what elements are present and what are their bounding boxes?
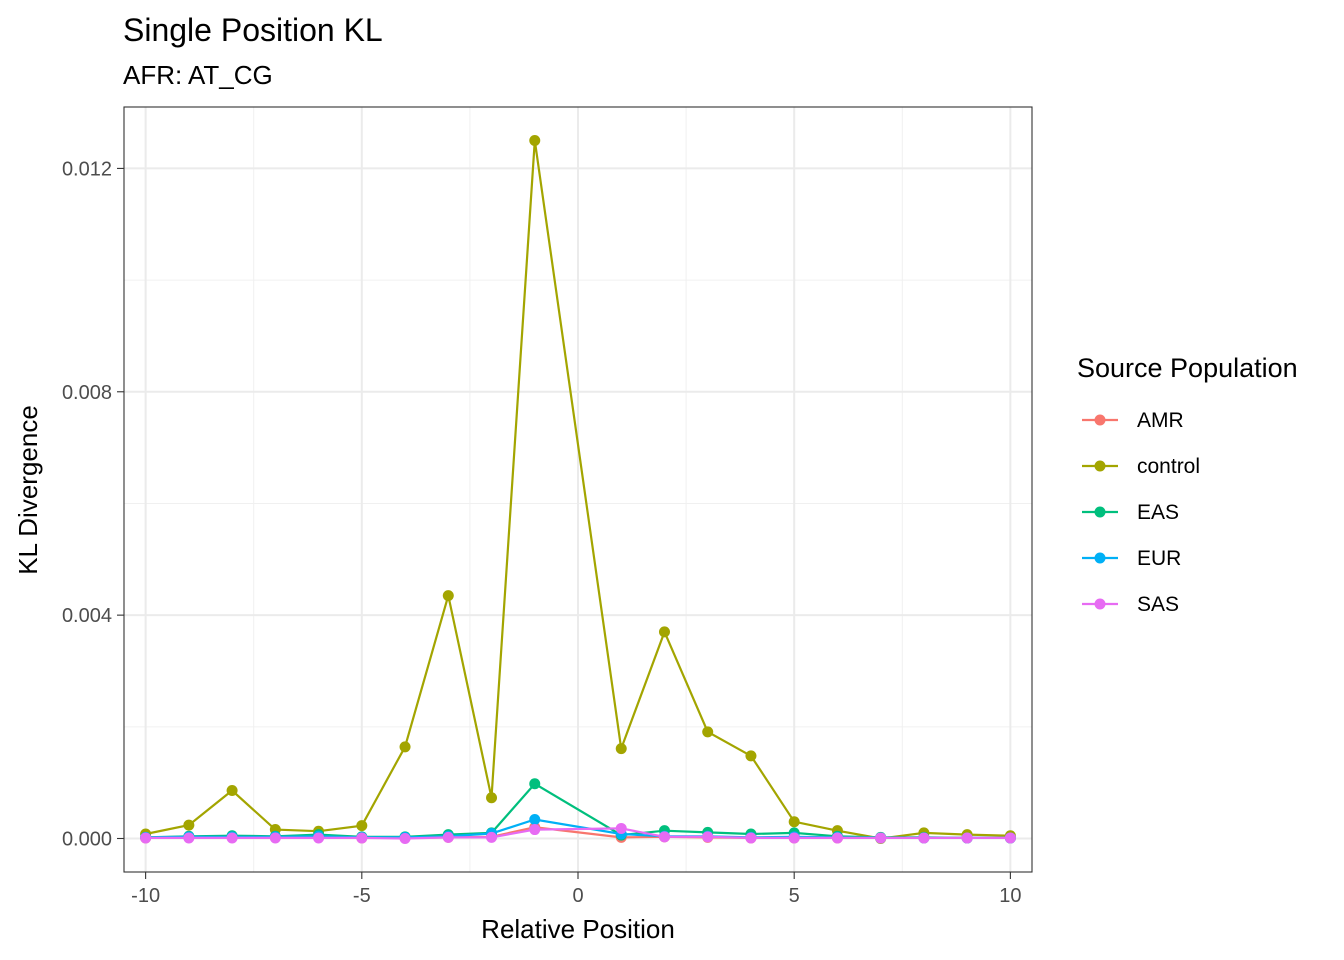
y-tick-label: 0.008	[62, 382, 112, 404]
data-point-sas	[788, 832, 800, 844]
legend-item-control: control	[1082, 455, 1200, 478]
legend-title: Source Population	[1077, 353, 1298, 383]
data-point-sas	[702, 831, 714, 843]
data-point-control	[788, 816, 800, 828]
x-tick-label: 0	[572, 885, 583, 907]
data-point-sas	[615, 822, 627, 834]
data-point-control	[356, 820, 368, 832]
data-point-sas	[356, 832, 368, 844]
legend-label: control	[1137, 455, 1200, 478]
data-point-control	[226, 784, 238, 796]
legend-label: EUR	[1137, 547, 1181, 570]
legend-key-point	[1094, 414, 1106, 426]
data-point-control	[702, 726, 714, 738]
legend-key-point	[1094, 460, 1106, 472]
data-point-control	[745, 750, 757, 762]
y-tick-label: 0.000	[62, 828, 112, 850]
data-point-eas	[529, 778, 541, 790]
data-point-sas	[140, 832, 152, 844]
series-sas	[140, 822, 1016, 844]
data-point-sas	[486, 831, 498, 843]
legend-item-eas: EAS	[1082, 501, 1179, 524]
legend-item-eur: EUR	[1082, 547, 1181, 570]
y-tick-label: 0.004	[62, 605, 112, 627]
x-axis-title: Relative Position	[481, 914, 675, 944]
data-point-sas	[875, 832, 887, 844]
data-point-sas	[529, 824, 541, 836]
x-tick-label: 5	[789, 885, 800, 907]
data-point-control	[442, 590, 454, 602]
data-point-control	[529, 135, 541, 147]
y-tick-label: 0.012	[62, 158, 112, 180]
data-point-control	[399, 741, 411, 753]
legend-key-point	[1094, 552, 1106, 564]
chart-title: Single Position KL	[123, 12, 383, 48]
data-point-sas	[745, 832, 757, 844]
x-tick-label: -5	[353, 885, 371, 907]
data-point-sas	[399, 832, 411, 844]
series-line-sas	[145, 827, 1011, 840]
legend-label: EAS	[1137, 501, 1179, 524]
data-point-sas	[226, 832, 238, 844]
data-point-sas	[269, 832, 281, 844]
data-point-control	[183, 819, 195, 831]
legend-label: AMR	[1137, 409, 1184, 432]
data-point-sas	[313, 832, 325, 844]
y-axis-title: KL Divergence	[13, 405, 43, 575]
data-point-sas	[961, 832, 973, 844]
legend-item-sas: SAS	[1082, 593, 1179, 616]
plot-panel	[124, 107, 1032, 872]
x-tick-label: -10	[131, 885, 160, 907]
x-tick-label: 10	[999, 885, 1021, 907]
chart-subtitle: AFR: AT_CG	[123, 60, 273, 90]
legend: Source Population AMR control EAS EUR SAS	[1077, 353, 1298, 616]
legend-key-point	[1094, 598, 1106, 610]
data-point-eur	[529, 814, 541, 826]
data-point-sas	[442, 831, 454, 843]
data-point-sas	[1004, 832, 1016, 844]
series-layer	[140, 135, 1016, 844]
legend-key-point	[1094, 506, 1106, 518]
data-point-control	[615, 743, 627, 755]
legend-label: SAS	[1137, 593, 1179, 616]
axis-ticks: -10 -5 0 5 10 0.000 0.004 0.008 0.012	[62, 158, 1022, 907]
legend-item-amr: AMR	[1082, 409, 1184, 432]
data-point-sas	[183, 832, 195, 844]
data-point-sas	[831, 832, 843, 844]
data-point-sas	[658, 831, 670, 843]
data-point-control	[658, 626, 670, 638]
data-point-control	[486, 792, 498, 804]
data-point-sas	[918, 832, 930, 844]
